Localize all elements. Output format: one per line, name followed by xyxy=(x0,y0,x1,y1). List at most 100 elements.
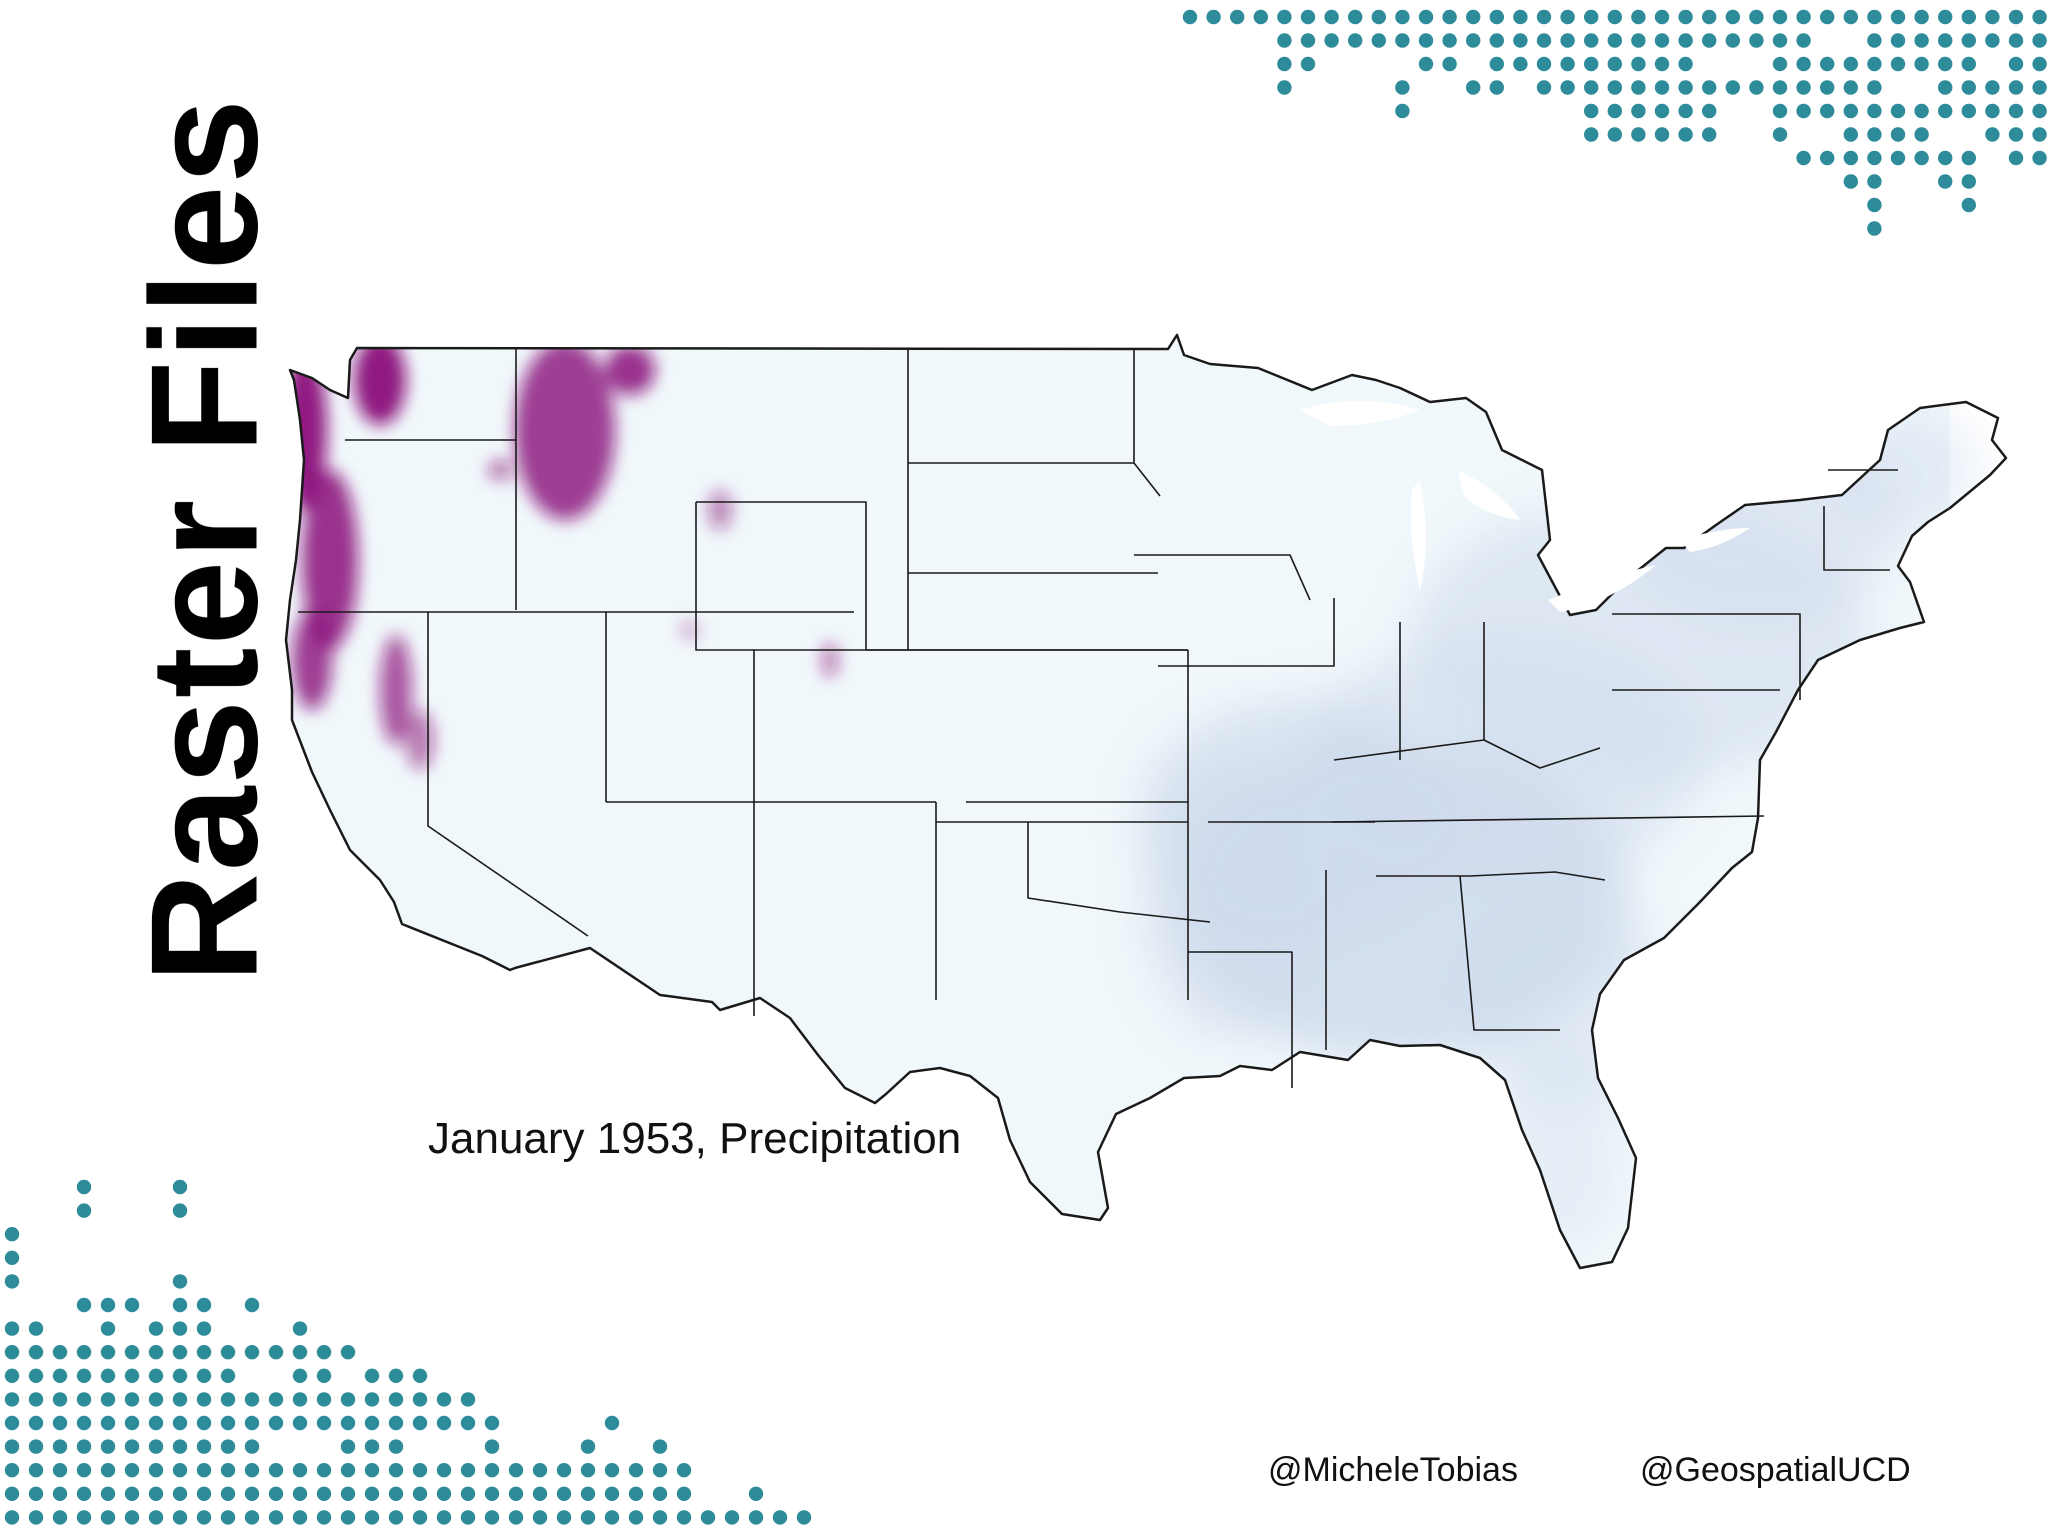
decorative-dot xyxy=(388,1368,404,1384)
decorative-dot xyxy=(1607,103,1623,119)
decorative-dot xyxy=(52,1486,68,1502)
decorative-dot xyxy=(1702,127,1717,142)
decorative-dot xyxy=(460,1463,476,1478)
decorative-dot xyxy=(148,1486,164,1502)
decorative-dot xyxy=(1796,9,1811,25)
decorative-dot xyxy=(1300,9,1316,25)
decorative-dot xyxy=(436,1510,452,1525)
decorative-dot xyxy=(1631,56,1646,72)
decorative-dot xyxy=(1348,9,1363,25)
decorative-dot xyxy=(412,1415,428,1431)
decorative-dot xyxy=(220,1486,236,1502)
decorative-dot xyxy=(1654,56,1670,72)
decorative-dot xyxy=(1631,80,1646,95)
decorative-dot xyxy=(1442,33,1457,48)
decorative-dot xyxy=(220,1368,236,1384)
decorative-dot xyxy=(484,1510,500,1525)
decorative-dot xyxy=(388,1392,404,1407)
decorative-dot xyxy=(196,1368,212,1384)
decorative-dot xyxy=(1796,56,1811,72)
decorative-dot xyxy=(1536,80,1552,95)
twitter-handle-organization[interactable]: @GeospatialUCD xyxy=(1640,1451,1911,1489)
decorative-dot xyxy=(1702,103,1717,119)
decorative-dot xyxy=(196,1439,212,1454)
decorative-dot xyxy=(316,1392,332,1407)
decorative-dot xyxy=(1536,9,1552,25)
decorative-dot xyxy=(460,1510,476,1525)
decorative-dot xyxy=(196,1510,212,1525)
decorative-dot xyxy=(316,1368,332,1384)
decorative-dot xyxy=(676,1486,692,1502)
decorative-dot xyxy=(604,1463,620,1478)
decorative-dot xyxy=(796,1510,812,1525)
decorative-dot xyxy=(1867,33,1882,48)
decorative-dot xyxy=(220,1439,236,1454)
decorative-dot xyxy=(1489,80,1505,95)
decorative-dot xyxy=(1985,103,2000,119)
decorative-dot xyxy=(1749,9,1764,25)
decorative-dot xyxy=(100,1368,116,1384)
decorative-dot xyxy=(1890,103,1906,119)
decorative-dot xyxy=(172,1368,188,1384)
decorative-dot xyxy=(1395,80,1410,95)
decorative-dot xyxy=(316,1415,332,1431)
decorative-dot xyxy=(628,1463,644,1478)
decorative-dot xyxy=(1843,150,1859,166)
decorative-dot xyxy=(556,1463,572,1478)
decorative-dot xyxy=(1584,56,1599,72)
decorative-dot xyxy=(2032,103,2047,119)
decorative-dot xyxy=(124,1439,140,1454)
decorative-dot xyxy=(1584,103,1599,119)
decorative-dot xyxy=(388,1486,404,1502)
twitter-handle-author[interactable]: @MicheleTobias xyxy=(1268,1451,1518,1489)
decorative-dot xyxy=(2032,56,2047,72)
decorative-dot xyxy=(1890,127,1906,142)
decorative-dot xyxy=(628,1486,644,1502)
decorative-dot xyxy=(652,1463,668,1478)
decorative-dot xyxy=(1442,56,1457,72)
decorative-dot xyxy=(2032,33,2047,48)
decorative-dot xyxy=(436,1463,452,1478)
decorative-dot xyxy=(388,1463,404,1478)
decorative-dot xyxy=(172,1486,188,1502)
decorative-dot xyxy=(508,1486,524,1502)
decorative-dot xyxy=(1277,33,1292,48)
decorative-dot xyxy=(1513,56,1528,72)
decorative-dot xyxy=(76,1392,92,1407)
decorative-dot xyxy=(1938,33,1953,48)
decorative-dot xyxy=(340,1345,356,1360)
decorative-dot xyxy=(1843,103,1859,119)
decorative-dot xyxy=(4,1415,20,1431)
decorative-dot xyxy=(1843,80,1859,95)
decorative-dot xyxy=(292,1486,308,1502)
decorative-dot xyxy=(316,1510,332,1525)
decorative-dot xyxy=(1725,33,1741,48)
decorative-dot xyxy=(2008,103,2024,119)
decorative-dot xyxy=(148,1392,164,1407)
decorative-dot xyxy=(1772,33,1788,48)
decorative-dot xyxy=(700,1510,716,1525)
decorative-dot xyxy=(340,1415,356,1431)
decorative-dot xyxy=(172,1274,188,1289)
decorative-dot xyxy=(676,1463,692,1478)
decorative-dot xyxy=(724,1510,740,1525)
decorative-dot xyxy=(4,1250,20,1266)
decorative-dot xyxy=(460,1392,476,1407)
decorative-dot xyxy=(196,1297,212,1313)
decorative-dot xyxy=(628,1510,644,1525)
decorative-dot xyxy=(268,1392,284,1407)
decorative-dot xyxy=(1867,127,1882,142)
decorative-dot xyxy=(1820,150,1835,166)
decorative-dot xyxy=(220,1510,236,1525)
decorative-dot xyxy=(580,1439,596,1454)
decorative-dot xyxy=(196,1345,212,1360)
decorative-dot xyxy=(748,1486,764,1502)
decorative-dot xyxy=(1867,9,1882,25)
decorative-dot xyxy=(484,1463,500,1478)
decorative-dot xyxy=(364,1439,380,1454)
decorative-dot xyxy=(484,1439,500,1454)
decorative-dot xyxy=(1536,33,1552,48)
decorative-dot xyxy=(292,1415,308,1431)
decorative-dot xyxy=(772,1510,788,1525)
